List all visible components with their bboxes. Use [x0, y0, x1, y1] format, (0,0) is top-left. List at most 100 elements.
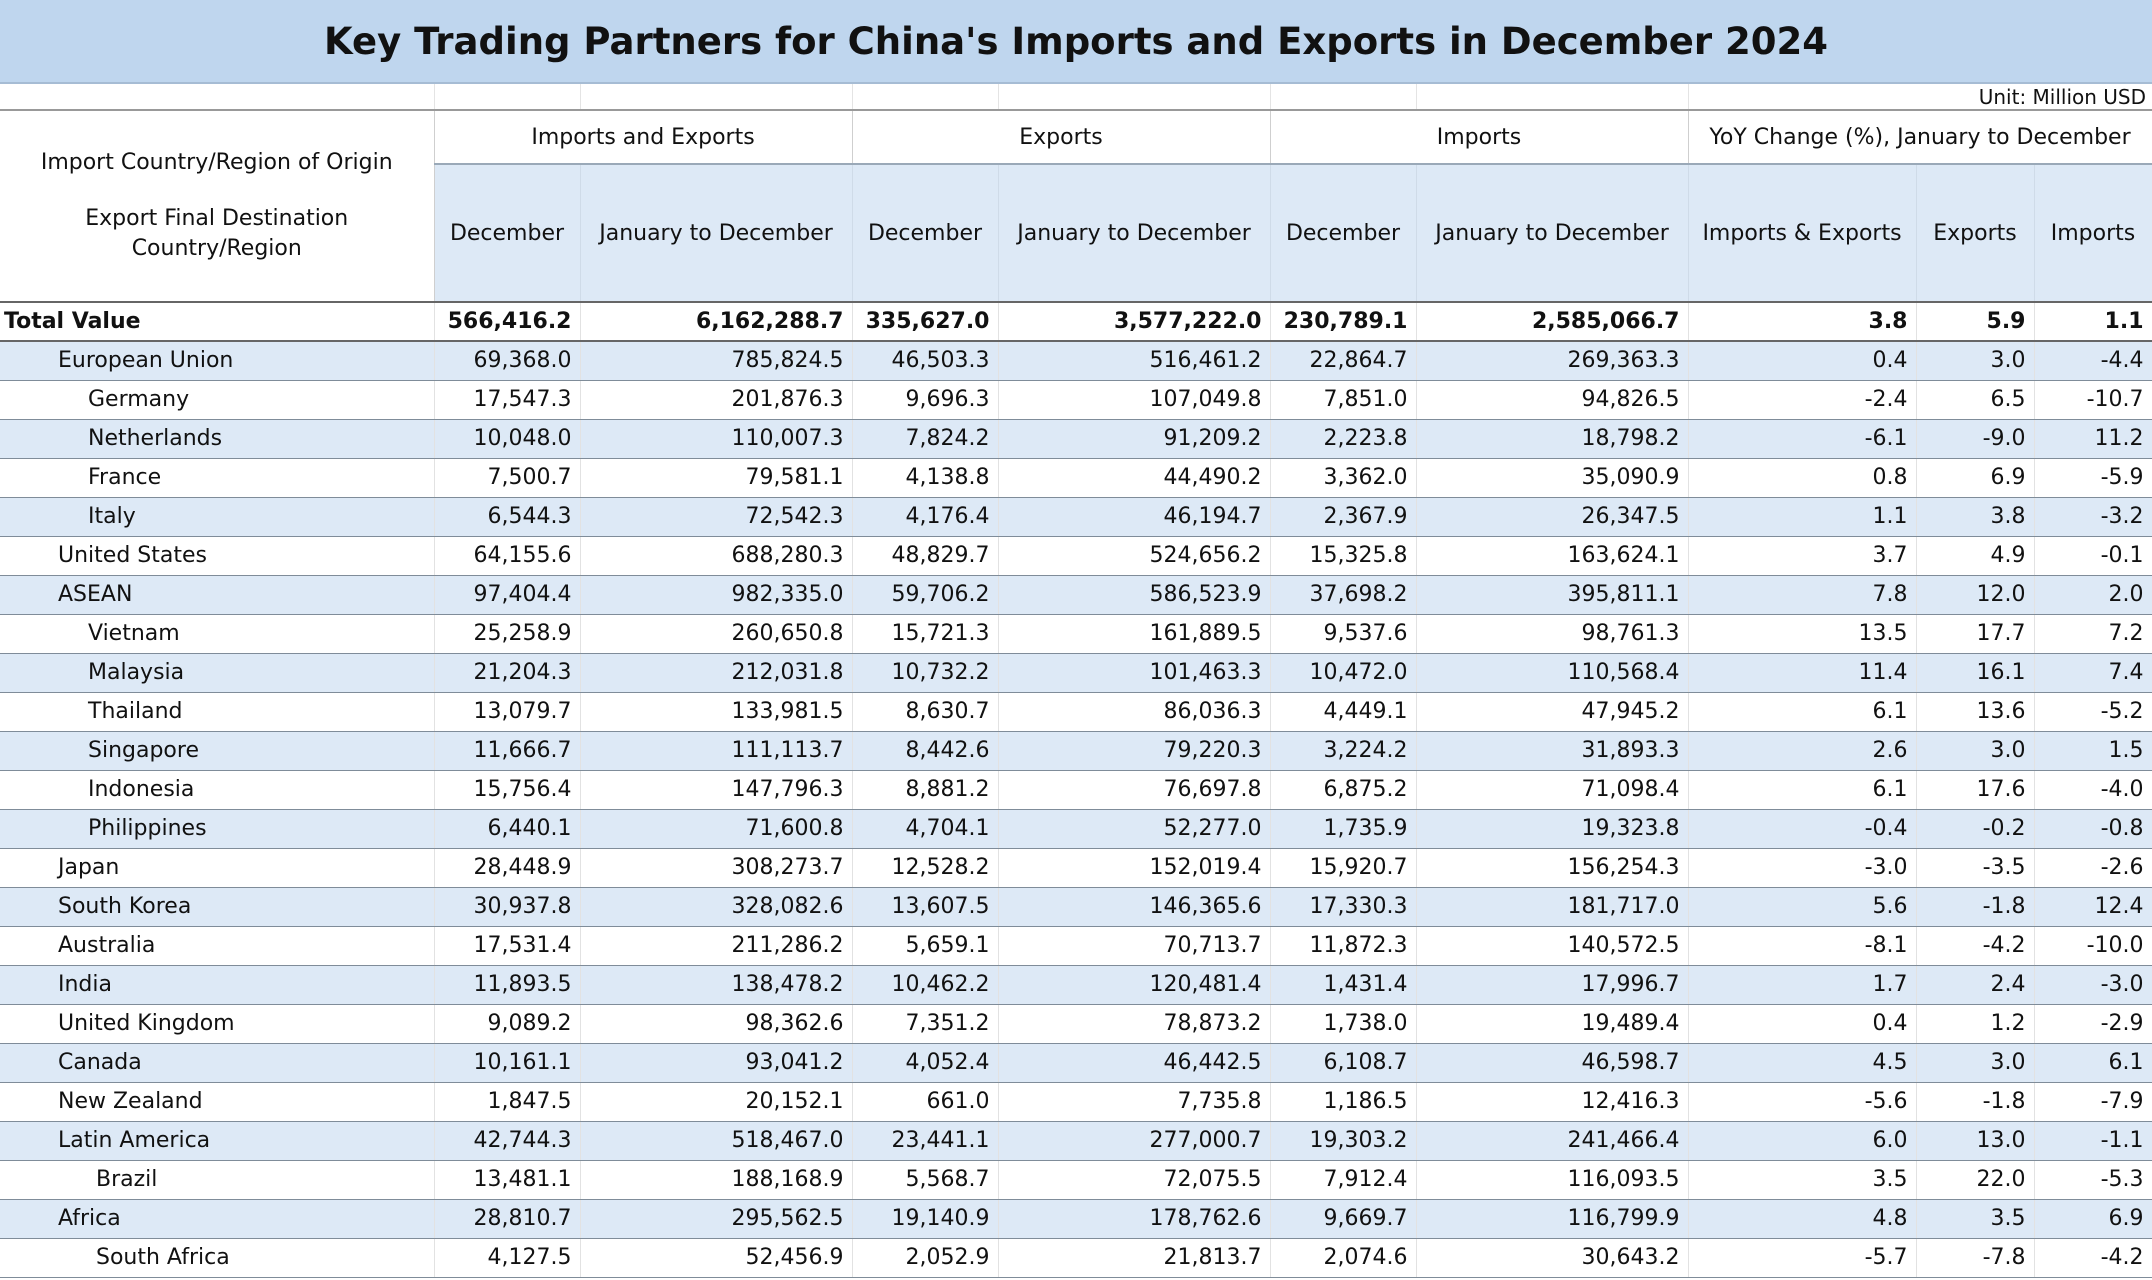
row-value: 277,000.7	[998, 1121, 1271, 1161]
table-row: Indonesia 15,756.4 147,796.3 8,881.2 76,697.…	[0, 770, 2152, 810]
row-value: 70,713.7	[998, 926, 1271, 966]
row-value: 2,074.6	[1270, 1238, 1417, 1278]
row-value: 4.8	[1688, 1199, 1917, 1239]
row-value: 6.1	[1688, 770, 1917, 810]
row-value: 47,945.2	[1416, 692, 1689, 732]
group-header-yoy: YoY Change (%), January to December	[1688, 109, 2152, 165]
row-value: 13.5	[1688, 614, 1917, 654]
row-value: -4.4	[2034, 341, 2152, 381]
row-value: 138,478.2	[580, 965, 853, 1005]
row-value: 586,523.9	[998, 575, 1271, 615]
row-value: 163,624.1	[1416, 536, 1689, 576]
table-row: India 11,893.5 138,478.2 10,462.2 120,481.4 1…	[0, 965, 2152, 1005]
row-value: -1.8	[1916, 1082, 2035, 1122]
row-value: 1,186.5	[1270, 1082, 1417, 1122]
row-value: -1.1	[2034, 1121, 2152, 1161]
row-value: 146,365.6	[998, 887, 1271, 927]
row-value: 10,462.2	[852, 965, 999, 1005]
row-value: -2.4	[1688, 380, 1917, 420]
row-value: 21,813.7	[998, 1238, 1271, 1278]
row-value: 35,090.9	[1416, 458, 1689, 498]
row-value: 59,706.2	[852, 575, 999, 615]
row-value: 18,798.2	[1416, 419, 1689, 459]
row-value: 6,162,288.7	[580, 301, 853, 342]
row-value: 46,598.7	[1416, 1043, 1689, 1083]
row-value: 12.4	[2034, 887, 2152, 927]
row-value: 71,600.8	[580, 809, 853, 849]
row-value: 76,697.8	[998, 770, 1271, 810]
row-value: 7.8	[1688, 575, 1917, 615]
row-value: -10.0	[2034, 926, 2152, 966]
row-value: 3.7	[1688, 536, 1917, 576]
row-value: -3.5	[1916, 848, 2035, 888]
row-value: 107,049.8	[998, 380, 1271, 420]
row-value: 9,669.7	[1270, 1199, 1417, 1239]
row-value: 78,873.2	[998, 1004, 1271, 1044]
row-value: 11,872.3	[1270, 926, 1417, 966]
row-value: 9,537.6	[1270, 614, 1417, 654]
row-value: 17,996.7	[1416, 965, 1689, 1005]
row-value: -7.9	[2034, 1082, 2152, 1122]
table-row: Australia 17,531.4 211,286.2 5,659.1 70,713.…	[0, 926, 2152, 966]
table-body: Total Value 566,416.2 6,162,288.7 335,627.0…	[0, 301, 2152, 1278]
table-row: Brazil 13,481.1 188,168.9 5,568.7 72,075.5 7,…	[0, 1160, 2152, 1200]
row-name: Indonesia	[0, 770, 435, 810]
table-row: Vietnam 25,258.9 260,650.8 15,721.3 161,889.…	[0, 614, 2152, 654]
row-value: 7,735.8	[998, 1082, 1271, 1122]
subheader-december: December	[434, 164, 581, 302]
row-value: 25,258.9	[434, 614, 581, 654]
row-value: 98,362.6	[580, 1004, 853, 1044]
row-name: Vietnam	[0, 614, 435, 654]
row-value: 3,362.0	[1270, 458, 1417, 498]
table-row: Africa 28,810.7 295,562.5 19,140.9 178,762.6…	[0, 1199, 2152, 1239]
row-value: 9,696.3	[852, 380, 999, 420]
row-value: 6.9	[1916, 458, 2035, 498]
row-value: 11.2	[2034, 419, 2152, 459]
row-value: 11.4	[1688, 653, 1917, 693]
row-value: 2.6	[1688, 731, 1917, 771]
row-value: 12.0	[1916, 575, 2035, 615]
table-row: France 7,500.7 79,581.1 4,138.8 44,490.2 3,36…	[0, 458, 2152, 498]
row-value: 566,416.2	[434, 301, 581, 342]
row-value: 7.4	[2034, 653, 2152, 693]
row-name: France	[0, 458, 435, 498]
row-value: 6,440.1	[434, 809, 581, 849]
row-value: 4.5	[1688, 1043, 1917, 1083]
row-value: 2,367.9	[1270, 497, 1417, 537]
row-value: 3.8	[1916, 497, 2035, 537]
row-value: 23,441.1	[852, 1121, 999, 1161]
row-value: 6.1	[1688, 692, 1917, 732]
row-value: -3.2	[2034, 497, 2152, 537]
row-value: 16.1	[1916, 653, 2035, 693]
row-value: 10,732.2	[852, 653, 999, 693]
row-value: -0.8	[2034, 809, 2152, 849]
row-value: -6.1	[1688, 419, 1917, 459]
row-value: -3.0	[2034, 965, 2152, 1005]
row-value: 5.6	[1688, 887, 1917, 927]
row-value: -4.2	[1916, 926, 2035, 966]
row-value: 98,761.3	[1416, 614, 1689, 654]
row-value: -5.6	[1688, 1082, 1917, 1122]
row-value: 72,542.3	[580, 497, 853, 537]
row-value: 10,048.0	[434, 419, 581, 459]
row-value: 8,442.6	[852, 731, 999, 771]
table-row: Thailand 13,079.7 133,981.5 8,630.7 86,036.3…	[0, 692, 2152, 732]
row-value: 785,824.5	[580, 341, 853, 381]
row-value: 4,704.1	[852, 809, 999, 849]
row-value: 1.7	[1688, 965, 1917, 1005]
row-value: 17.6	[1916, 770, 2035, 810]
row-value: 52,277.0	[998, 809, 1271, 849]
group-header-exports: Exports	[852, 109, 1271, 165]
subheader-jan-dec: January to December	[998, 164, 1271, 302]
row-value: 295,562.5	[580, 1199, 853, 1239]
row-value: 30,643.2	[1416, 1238, 1689, 1278]
row-value: 7,851.0	[1270, 380, 1417, 420]
row-name: Japan	[0, 848, 435, 888]
row-value: 212,031.8	[580, 653, 853, 693]
row-value: 37,698.2	[1270, 575, 1417, 615]
row-value: -2.9	[2034, 1004, 2152, 1044]
table-row: South Korea 30,937.8 328,082.6 13,607.5 146,…	[0, 887, 2152, 927]
subheader-jan-dec: January to December	[580, 164, 853, 302]
row-name: India	[0, 965, 435, 1005]
row-value: -5.9	[2034, 458, 2152, 498]
